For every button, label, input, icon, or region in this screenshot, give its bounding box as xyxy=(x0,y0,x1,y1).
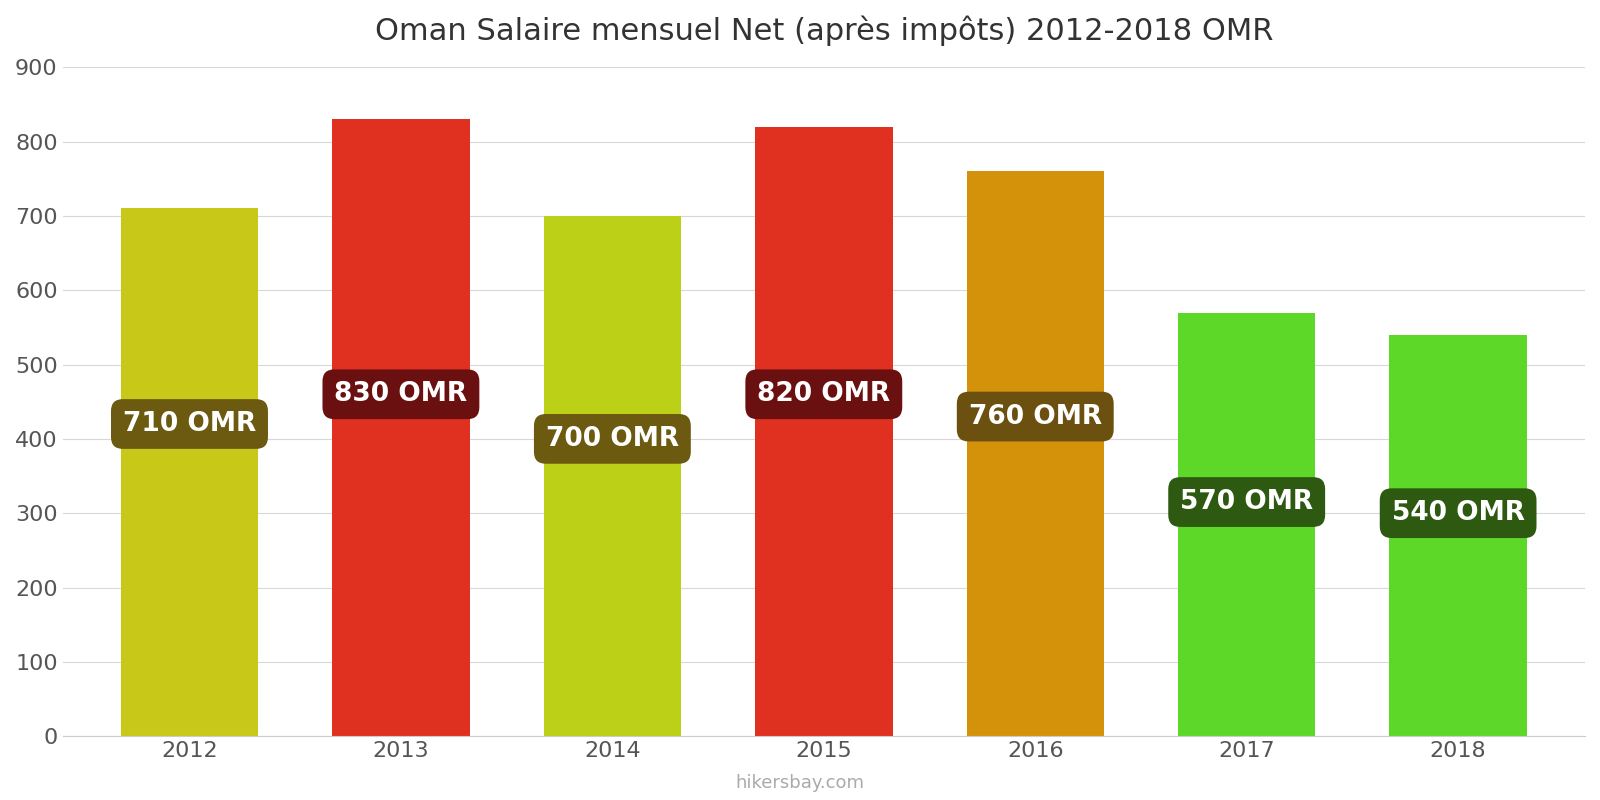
Bar xyxy=(1178,313,1315,736)
Bar xyxy=(333,119,470,736)
Text: 830 OMR: 830 OMR xyxy=(334,382,467,407)
Text: 760 OMR: 760 OMR xyxy=(968,403,1102,430)
Text: 710 OMR: 710 OMR xyxy=(123,411,256,437)
Text: 570 OMR: 570 OMR xyxy=(1181,489,1314,515)
Bar xyxy=(544,216,682,736)
Bar xyxy=(966,171,1104,736)
Text: 540 OMR: 540 OMR xyxy=(1392,500,1525,526)
Text: 700 OMR: 700 OMR xyxy=(546,426,678,452)
Title: Oman Salaire mensuel Net (après impôts) 2012-2018 OMR: Oman Salaire mensuel Net (après impôts) … xyxy=(374,15,1274,46)
Text: hikersbay.com: hikersbay.com xyxy=(736,774,864,792)
Bar xyxy=(755,126,893,736)
Bar xyxy=(120,209,258,736)
Bar xyxy=(1389,335,1526,736)
Text: 820 OMR: 820 OMR xyxy=(757,382,890,407)
